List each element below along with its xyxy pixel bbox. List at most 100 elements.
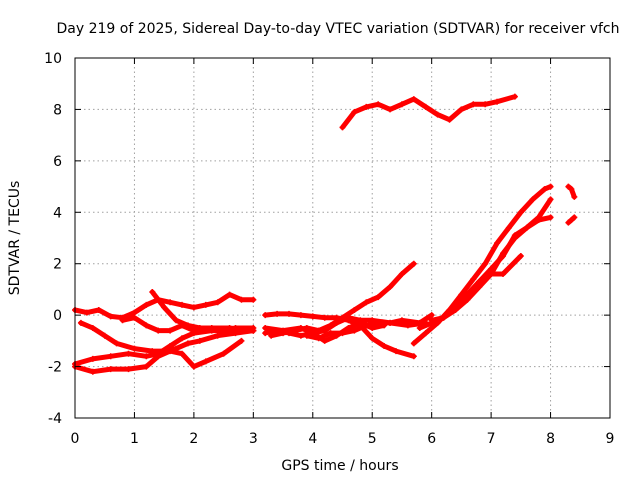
data-point [547,214,554,221]
data-point [387,106,394,113]
data-point [434,111,441,118]
series-track-16 [452,253,524,311]
data-point [452,304,459,311]
data-point [226,325,233,331]
data-point [410,340,417,347]
data-point [398,101,405,108]
data-point [303,332,310,339]
data-point [416,325,423,331]
data-point [107,353,114,360]
data-point [202,358,209,365]
x-tick-label: 7 [487,431,496,447]
data-point [167,348,174,355]
grid-lines [75,58,610,418]
data-point [321,314,328,321]
series-track-17 [565,183,578,200]
data-point [315,335,322,342]
data-point [179,350,185,357]
data-point [517,209,524,216]
series-track-15 [428,196,554,324]
y-axis-label: SDTVAR / TECUs [7,181,23,296]
data-point [387,283,394,290]
data-point [440,314,447,321]
y-tick-labels: -4 -2 0 2 4 6 8 10 [44,51,62,427]
data-point [155,353,162,360]
data-point [541,186,548,193]
data-point [500,271,506,277]
series-layer [72,93,578,375]
data-point [321,337,328,344]
x-tick-label: 4 [308,431,317,447]
data-point [179,335,185,342]
data-point [339,314,346,321]
data-point [143,363,150,370]
data-point [363,322,370,329]
y-tick-label: 8 [53,102,62,118]
axis-ticks [74,57,611,419]
data-point [351,109,358,115]
data-point [470,276,477,283]
data-point [214,332,221,339]
plot-frame [74,57,611,419]
data-point [511,235,518,241]
data-point [375,101,382,108]
data-point [410,96,417,103]
data-point [77,319,84,326]
data-point [381,343,388,349]
data-point [375,319,382,326]
data-point [149,289,156,295]
x-tick-label: 2 [189,431,198,447]
data-point [220,350,227,357]
data-point [482,101,489,108]
data-point [173,317,180,324]
data-point [547,183,554,190]
data-point [369,335,376,342]
series-track-7 [262,310,417,360]
y-tick-label: 4 [53,205,62,221]
chart-title: Day 219 of 2025, Sidereal Day-to-day VTE… [56,21,619,37]
data-point [280,327,287,334]
data-point [155,327,162,334]
series-track-11 [303,312,435,342]
data-point [500,250,506,257]
series-track-12 [339,93,518,131]
series-track-14 [416,214,554,331]
data-point [268,332,275,339]
data-point [125,350,132,357]
data-point [107,366,114,373]
data-point [410,353,417,360]
data-point [476,278,483,285]
data-point [357,319,364,326]
x-tick-label: 0 [71,431,80,447]
x-tick-label: 1 [130,431,139,447]
data-point [470,101,477,108]
y-tick-label: 6 [53,154,62,170]
data-point [446,116,453,123]
data-point [315,327,322,334]
data-point [422,103,429,110]
data-point [410,260,417,267]
x-tick-label: 3 [249,431,258,447]
data-point [262,330,269,337]
data-point [190,304,197,311]
data-point [161,304,168,311]
data-point [202,301,209,308]
data-point [351,307,358,313]
data-point [143,301,150,308]
data-point [458,106,465,113]
data-point [125,366,132,373]
data-point [339,124,346,131]
series-line [417,214,554,331]
data-point [458,291,465,298]
data-point [89,368,96,375]
y-tick-label: 0 [53,308,62,324]
data-point [363,299,370,306]
data-point [398,271,405,277]
data-point [571,193,578,200]
data-point [167,299,174,306]
data-point [464,291,471,298]
data-point [89,355,96,362]
data-point [327,322,334,329]
data-point [511,93,518,100]
data-point [208,325,215,331]
